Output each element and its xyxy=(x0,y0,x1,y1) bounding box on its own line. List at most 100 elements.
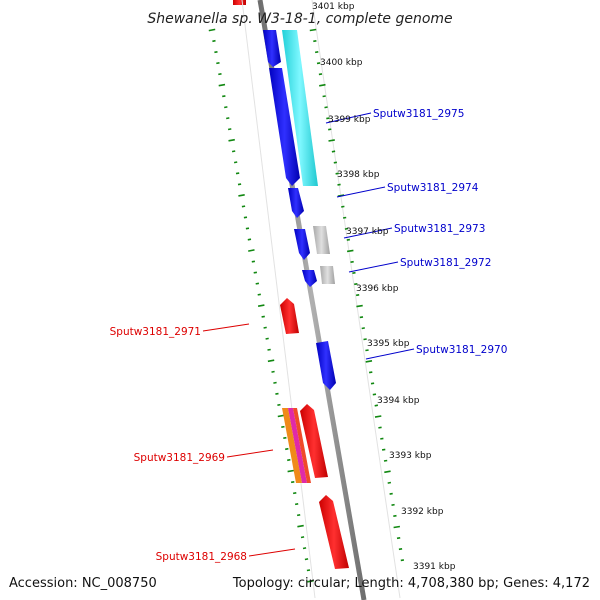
outer-track-tick xyxy=(383,459,388,462)
kbp-label-3401: 3401 kbp xyxy=(312,2,355,12)
inner-track-tick xyxy=(224,106,228,109)
colored-feature-2969-orange xyxy=(282,408,302,483)
ring-outline-inner xyxy=(241,0,316,599)
gene-label-2974[interactable]: Sputw3181_2974 xyxy=(387,182,479,194)
inner-track-tick xyxy=(216,62,220,65)
inner-track-tick xyxy=(292,492,297,495)
outer-track-tick xyxy=(356,304,363,308)
outer-track-tick xyxy=(374,404,379,407)
gene-label-2970[interactable]: Sputw3181_2970 xyxy=(416,344,507,356)
gray-feature-2973 xyxy=(313,226,330,254)
inner-track-tick xyxy=(233,161,238,164)
inner-track-tick xyxy=(296,514,301,517)
outer-track-tick xyxy=(346,249,354,253)
inner-track-tick xyxy=(253,271,258,274)
inner-track-tick xyxy=(248,249,255,252)
inner-tick-track xyxy=(208,28,314,583)
inner-track-tick xyxy=(243,216,248,219)
inner-track-tick xyxy=(255,282,260,285)
summary-text: Topology: circular; Length: 4,708,380 bp… xyxy=(232,576,590,591)
gene-label-2969[interactable]: Sputw3181_2969 xyxy=(134,452,225,464)
outer-track-tick xyxy=(361,327,365,330)
gene-label-2971[interactable]: Sputw3181_2971 xyxy=(110,326,201,338)
inner-track-tick xyxy=(297,524,304,528)
outer-track-tick xyxy=(313,40,317,43)
inner-track-tick xyxy=(214,51,218,54)
kbp-label-3399: 3399 kbp xyxy=(328,115,371,125)
outer-track-tick xyxy=(326,117,330,120)
gene-arrow-2969 xyxy=(300,404,328,478)
inner-track-tick xyxy=(238,194,245,197)
inner-track-tick xyxy=(235,172,240,175)
kbp-label-3396: 3396 kbp xyxy=(356,284,399,294)
outer-track-tick xyxy=(328,128,332,131)
leader-2975 xyxy=(325,112,372,124)
accession-text: Accession: NC_008750 xyxy=(9,576,157,591)
kbp-label-3391: 3391 kbp xyxy=(413,562,456,572)
outer-track-tick xyxy=(316,62,321,65)
inner-track-tick xyxy=(290,481,295,484)
outer-track-tick xyxy=(400,559,405,562)
cyan-feature-2975 xyxy=(282,30,318,186)
outer-track-tick xyxy=(363,338,367,341)
gene-label-2972[interactable]: Sputw3181_2972 xyxy=(400,257,491,269)
inner-track-tick xyxy=(237,183,242,186)
kbp-label-3393: 3393 kbp xyxy=(389,451,432,461)
kbp-label-3398: 3398 kbp xyxy=(337,170,380,180)
inner-track-tick xyxy=(265,337,269,340)
outer-track-tick xyxy=(350,260,354,263)
gene-arrow-2972 xyxy=(302,270,317,287)
ring-outline-outer xyxy=(311,0,401,599)
outer-track-tick xyxy=(309,28,317,32)
inner-track-tick xyxy=(257,304,265,307)
inner-track-tick xyxy=(245,227,250,230)
outer-track-tick xyxy=(374,415,382,418)
outer-track-tick xyxy=(341,205,345,208)
inner-track-tick xyxy=(267,348,271,351)
inner-track-tick xyxy=(294,503,299,506)
inner-track-tick xyxy=(304,558,309,561)
outer-track-tick xyxy=(344,227,349,230)
gene-label-2973[interactable]: Sputw3181_2973 xyxy=(394,223,485,235)
top-red-fragment xyxy=(233,0,246,5)
outer-track-tick xyxy=(372,393,377,396)
inner-track-tick xyxy=(251,260,256,263)
gene-label-2975[interactable]: Sputw3181_2975 xyxy=(373,108,464,120)
outer-track-tick xyxy=(331,150,336,153)
outer-track-tick xyxy=(365,360,373,363)
outer-track-tick xyxy=(391,503,395,506)
outer-track-tick xyxy=(318,73,323,76)
outer-track-tick xyxy=(359,316,364,319)
outer-track-tick xyxy=(378,426,382,429)
outer-track-tick xyxy=(398,548,403,551)
gene-arrow-2968 xyxy=(319,495,349,569)
inner-track-tick xyxy=(267,359,275,363)
inner-track-tick xyxy=(231,150,236,153)
outer-track-tick xyxy=(389,492,393,495)
leader-2973 xyxy=(343,227,393,239)
leader-2972 xyxy=(348,261,399,273)
inner-track-tick xyxy=(271,370,275,373)
outer-track-tick xyxy=(333,161,338,164)
outer-track-tick xyxy=(380,437,384,440)
inner-track-tick xyxy=(300,536,305,539)
outer-track-tick xyxy=(393,514,397,517)
outer-track-tick xyxy=(314,51,319,54)
colored-feature-2969-red xyxy=(293,408,311,483)
leader-2970 xyxy=(365,348,415,360)
inner-track-tick xyxy=(285,447,289,451)
inner-track-tick xyxy=(277,403,281,406)
map-title: Shewanella sp. W3-18-1, complete genome xyxy=(147,11,452,27)
outer-track-tick xyxy=(346,238,351,241)
inner-track-tick xyxy=(306,569,311,572)
kbp-label-3395: 3395 kbp xyxy=(367,339,410,349)
leader-2968 xyxy=(248,548,296,557)
outer-track-tick xyxy=(355,294,360,297)
inner-track-tick xyxy=(281,425,285,428)
inner-track-tick xyxy=(218,83,226,87)
gene-label-2968[interactable]: Sputw3181_2968 xyxy=(156,551,247,563)
inner-track-tick xyxy=(307,579,314,583)
leader-2974 xyxy=(336,186,386,198)
inner-track-tick xyxy=(226,117,230,120)
